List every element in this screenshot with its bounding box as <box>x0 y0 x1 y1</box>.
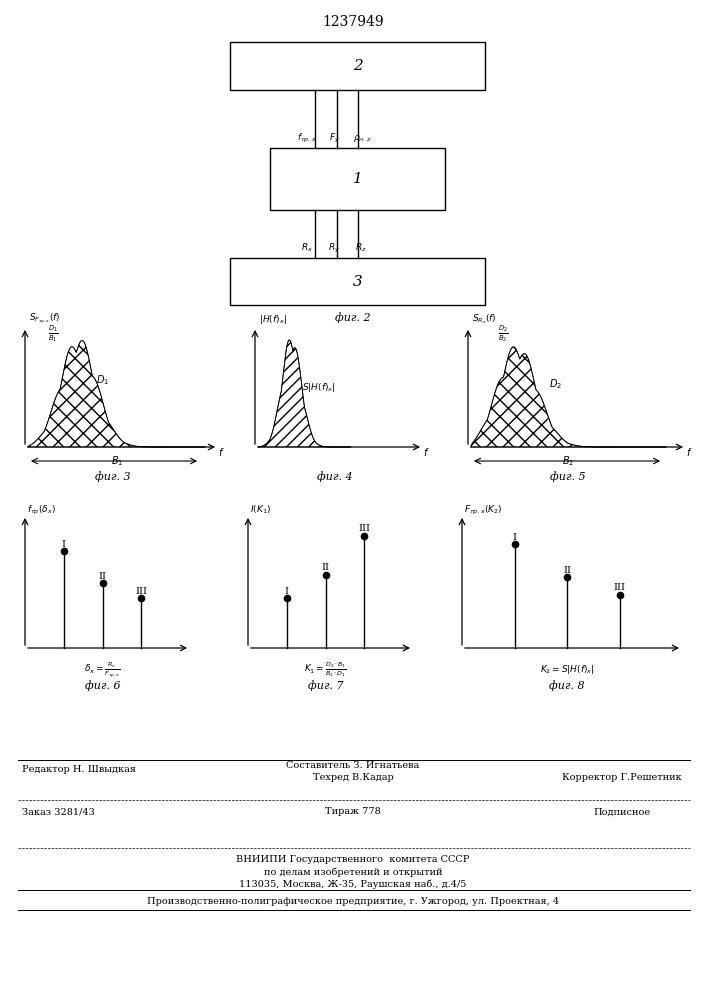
Text: $F_{тр.x}(K_2)$: $F_{тр.x}(K_2)$ <box>464 503 503 517</box>
Text: $R_x$: $R_x$ <box>301 242 313 254</box>
Text: фиг. 5: фиг. 5 <box>550 472 586 482</box>
Text: III: III <box>614 583 626 592</box>
Text: фиг. 2: фиг. 2 <box>335 313 370 323</box>
Text: $S_{R_x}(f)$: $S_{R_x}(f)$ <box>472 312 496 326</box>
Text: $D_1$: $D_1$ <box>96 373 110 387</box>
Text: $\rho_{н.z}$: $\rho_{н.z}$ <box>353 132 371 143</box>
Text: $R_z$: $R_z$ <box>355 242 367 254</box>
Text: Производственно-полиграфическое предприятие, г. Ужгород, ул. Проектная, 4: Производственно-полиграфическое предприя… <box>147 898 559 906</box>
Text: $\frac{D_2}{B_2}$: $\frac{D_2}{B_2}$ <box>498 324 508 344</box>
Text: $\frac{D_1}{B_1}$: $\frac{D_1}{B_1}$ <box>48 324 58 344</box>
Text: $\delta_x = \frac{R_x}{F_{тр.x}}$: $\delta_x = \frac{R_x}{F_{тр.x}}$ <box>84 660 121 680</box>
Text: $f_{тр.x}$: $f_{тр.x}$ <box>297 131 317 145</box>
Text: ВНИИПИ Государственного  комитета СССР: ВНИИПИ Государственного комитета СССР <box>236 856 469 864</box>
Text: $K_2 = S|H(f)_x|$: $K_2 = S|H(f)_x|$ <box>539 664 595 676</box>
Text: Заказ 3281/43: Заказ 3281/43 <box>22 808 95 816</box>
Text: Редактор Н. Швыдкая: Редактор Н. Швыдкая <box>22 766 136 774</box>
Text: фиг. 4: фиг. 4 <box>317 472 353 482</box>
Text: $R_y$: $R_y$ <box>328 241 340 255</box>
Text: II: II <box>322 563 329 572</box>
Text: фиг. 8: фиг. 8 <box>549 681 585 691</box>
Text: I: I <box>513 533 517 542</box>
Text: III: III <box>135 587 147 596</box>
Text: $B_2$: $B_2$ <box>562 454 574 468</box>
Text: III: III <box>358 524 370 533</box>
Text: II: II <box>98 572 107 581</box>
Text: II: II <box>563 566 571 575</box>
Bar <box>230 258 485 305</box>
Text: фиг. 7: фиг. 7 <box>308 681 344 691</box>
Text: $|H(f)_x|$: $|H(f)_x|$ <box>259 312 287 326</box>
Text: $S_{F_{тр.x}}(f)$: $S_{F_{тр.x}}(f)$ <box>29 312 60 326</box>
Text: Техред В.Кадар: Техред В.Кадар <box>312 772 393 782</box>
Text: $f$: $f$ <box>686 446 692 458</box>
Text: Составитель З. Игнатьева: Составитель З. Игнатьева <box>286 760 420 770</box>
Text: I: I <box>62 540 66 549</box>
Text: $B_1$: $B_1$ <box>111 454 124 468</box>
Text: $S|H(f)_x|$: $S|H(f)_x|$ <box>302 381 336 394</box>
Text: 2: 2 <box>353 59 363 73</box>
Text: Подписное: Подписное <box>593 808 650 816</box>
Text: Тираж 778: Тираж 778 <box>325 808 381 816</box>
Bar <box>270 148 445 210</box>
Text: $K_1 = \frac{D_2 \cdot B_1}{B_2 \cdot D_1}$: $K_1 = \frac{D_2 \cdot B_1}{B_2 \cdot D_… <box>304 661 347 679</box>
Text: Корректор Г.Решетник: Корректор Г.Решетник <box>562 772 682 782</box>
Text: $f$: $f$ <box>423 446 429 458</box>
Text: фиг. 6: фиг. 6 <box>85 681 120 691</box>
Text: фиг. 3: фиг. 3 <box>95 472 130 482</box>
Bar <box>230 42 485 90</box>
Text: 1237949: 1237949 <box>322 15 384 29</box>
Text: $I(K_1)$: $I(K_1)$ <box>250 504 271 516</box>
Text: $D_2$: $D_2$ <box>549 377 563 391</box>
Text: $f$: $f$ <box>218 446 224 458</box>
Text: I: I <box>285 587 288 596</box>
Text: $f_{тр}(\delta_x)$: $f_{тр}(\delta_x)$ <box>27 503 56 517</box>
Text: 113035, Москва, Ж-35, Раушская наб., д.4/5: 113035, Москва, Ж-35, Раушская наб., д.4… <box>239 879 467 889</box>
Text: $F_y$: $F_y$ <box>329 131 341 145</box>
Text: по делам изобретений и открытий: по делам изобретений и открытий <box>264 867 443 877</box>
Text: 3: 3 <box>353 274 363 288</box>
Text: 1: 1 <box>353 172 363 186</box>
